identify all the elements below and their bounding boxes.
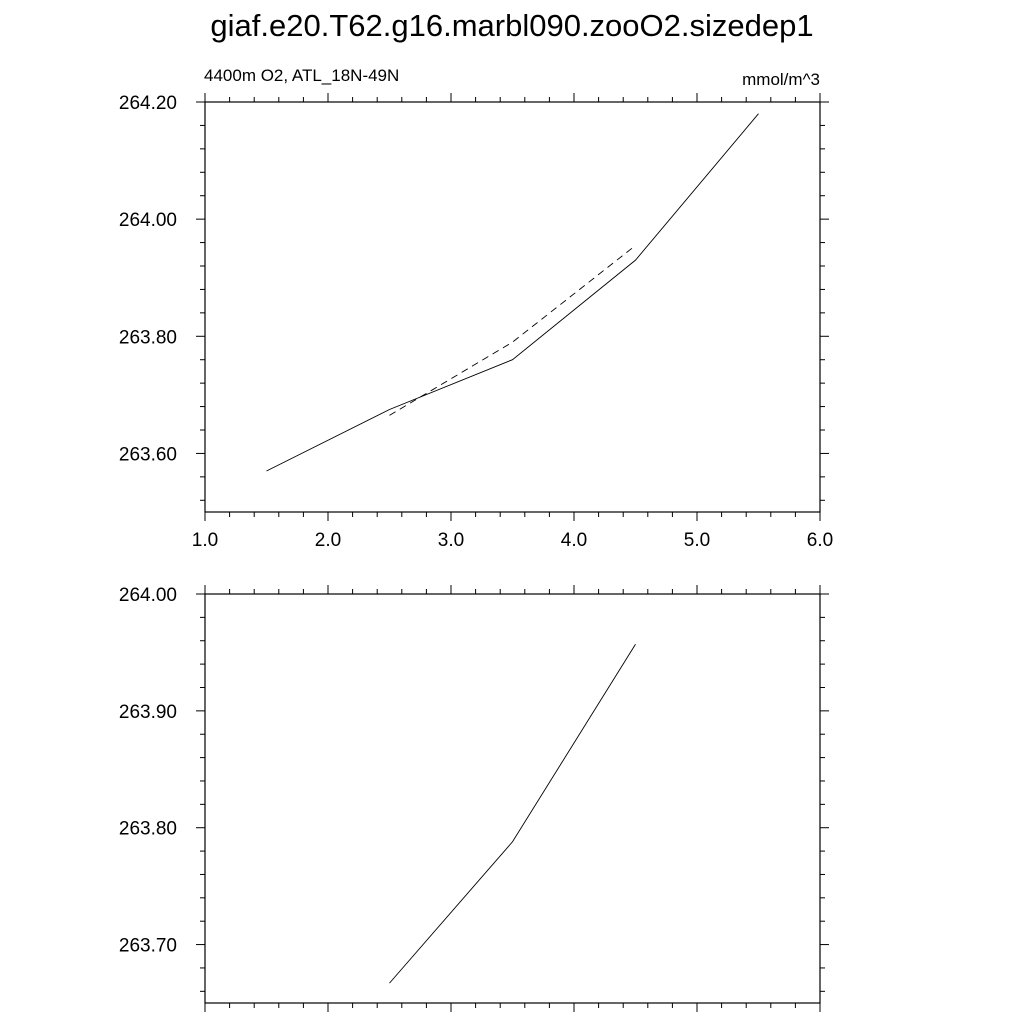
units-label: mmol/m^3	[742, 70, 820, 89]
series-line-1-1	[266, 113, 759, 472]
x-tick-label: 6.0	[807, 530, 833, 551]
series-line-2-1	[389, 644, 636, 984]
y-tick-label: 264.20	[119, 93, 177, 114]
y-tick-label: 263.90	[119, 702, 177, 723]
series-line-1-2	[389, 245, 636, 416]
y-tick-label: 264.00	[119, 585, 177, 606]
plot-frame-2	[204, 593, 821, 1004]
y-tick-label: 263.80	[119, 819, 177, 840]
x-tick-label: 2.0	[315, 530, 341, 551]
x-tick-label: 1.0	[192, 530, 218, 551]
x-tick-label: 5.0	[684, 530, 710, 551]
x-tick-label: 4.0	[561, 530, 587, 551]
chart-title: giaf.e20.T62.g16.marbl090.zooO2.sizedep1	[210, 8, 814, 43]
plot-frame-1	[204, 101, 821, 513]
y-tick-label: 264.00	[119, 210, 177, 231]
panel-subtitle-left: 4400m O2, ATL_18N-49N	[204, 66, 400, 85]
y-tick-label: 263.60	[119, 444, 177, 465]
x-tick-label: 3.0	[438, 530, 464, 551]
y-tick-label: 263.80	[119, 327, 177, 348]
y-tick-label: 263.70	[119, 936, 177, 957]
